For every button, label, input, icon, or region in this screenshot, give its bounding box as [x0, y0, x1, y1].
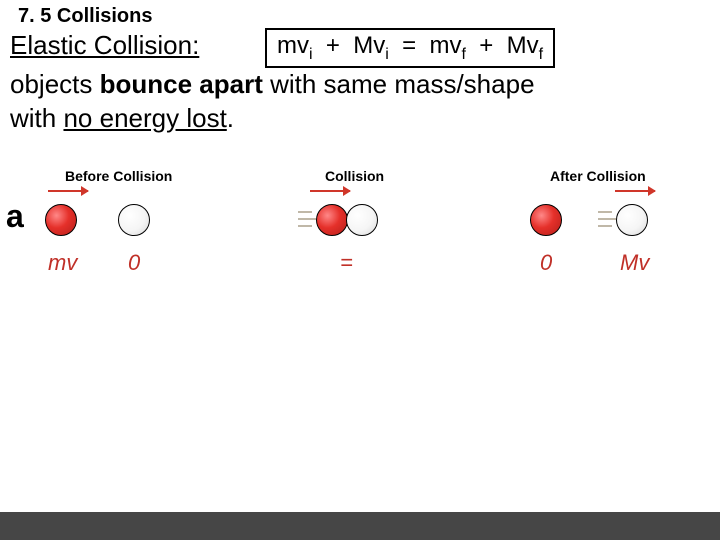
arrow-before: [48, 190, 88, 192]
caption-Mv: Mv: [620, 250, 649, 276]
caption-mv: mv: [48, 250, 77, 276]
body-l2-post: .: [227, 103, 234, 133]
arrow-during: [310, 190, 350, 192]
heading: Elastic Collision:: [10, 30, 199, 61]
equation-box: mvi + Mvi = mvf + Mvf: [265, 28, 555, 68]
ball-white-during: [346, 204, 378, 236]
equation: mvi + Mvi = mvf + Mvf: [277, 32, 543, 59]
body-l1-bold: bounce apart: [100, 69, 263, 99]
ball-red-before: [45, 204, 77, 236]
motion-lines-during: [298, 208, 316, 236]
label-before: Before Collision: [65, 168, 172, 184]
motion-lines-after: [598, 208, 616, 236]
ball-red-during: [316, 204, 348, 236]
a-label: a: [6, 198, 24, 235]
ball-red-after: [530, 204, 562, 236]
heading-text: Elastic Collision:: [10, 30, 199, 60]
label-during: Collision: [325, 168, 384, 184]
body-l1-post: with same mass/shape: [263, 69, 535, 99]
bottom-bar: [0, 512, 720, 540]
section-number: 7. 5 Collisions: [18, 5, 152, 28]
caption-zero-1: 0: [128, 250, 140, 276]
ball-white-after: [616, 204, 648, 236]
body-text: objects bounce apart with same mass/shap…: [10, 68, 710, 136]
body-l2-ul: no energy lost: [63, 103, 226, 133]
body-l1-pre: objects: [10, 69, 100, 99]
label-after: After Collision: [550, 168, 646, 184]
body-l2-pre: with: [10, 103, 63, 133]
arrow-after: [615, 190, 655, 192]
caption-zero-2: 0: [540, 250, 552, 276]
diagram: Before Collision Collision After Collisi…: [0, 168, 720, 278]
caption-equals: =: [340, 250, 353, 276]
ball-white-before: [118, 204, 150, 236]
